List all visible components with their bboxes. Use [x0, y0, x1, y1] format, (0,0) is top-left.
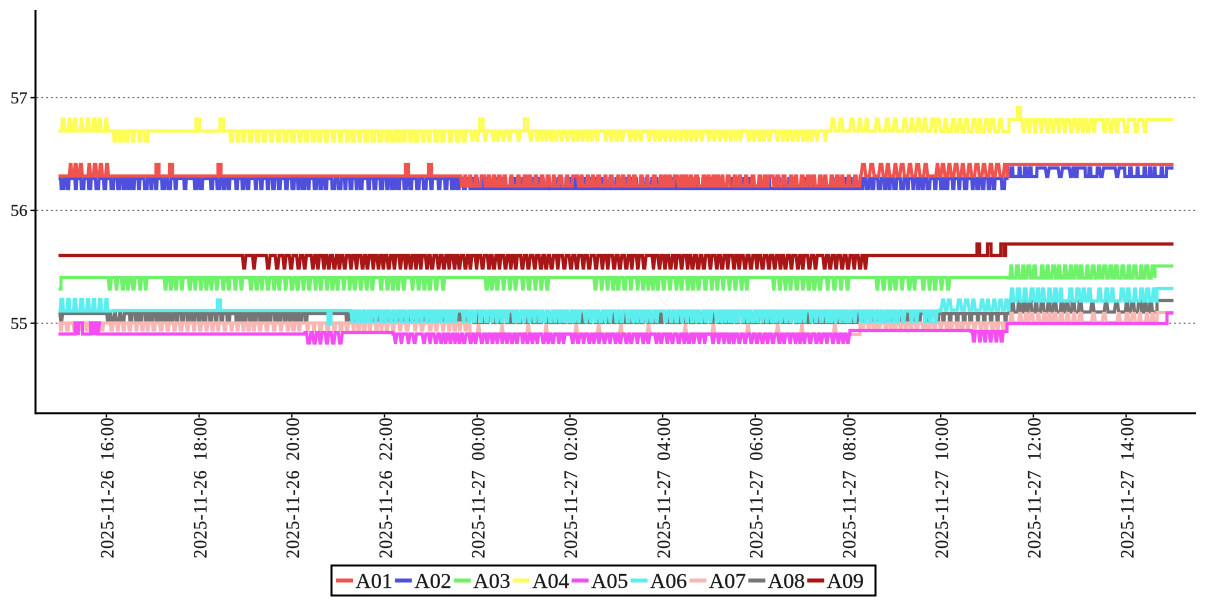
svg-text:2025-11-27 10:00: 2025-11-27 10:00 — [931, 417, 952, 558]
svg-text:A09: A09 — [827, 569, 864, 593]
svg-text:2025-11-27 06:00: 2025-11-27 06:00 — [746, 417, 767, 558]
svg-text:56: 56 — [11, 201, 28, 220]
svg-text:2025-11-27 00:00: 2025-11-27 00:00 — [468, 417, 489, 558]
svg-text:2025-11-26 18:00: 2025-11-26 18:00 — [190, 417, 211, 558]
svg-text:2025-11-26 22:00: 2025-11-26 22:00 — [375, 417, 396, 558]
svg-text:2025-11-27 12:00: 2025-11-27 12:00 — [1024, 417, 1045, 558]
svg-text:A07: A07 — [709, 569, 746, 593]
svg-text:A08: A08 — [768, 569, 805, 593]
svg-text:2025-11-27 14:00: 2025-11-27 14:00 — [1117, 417, 1138, 558]
svg-text:2025-11-27 08:00: 2025-11-27 08:00 — [839, 417, 860, 558]
svg-text:55: 55 — [11, 314, 28, 333]
svg-text:57: 57 — [11, 88, 29, 107]
svg-text:2025-11-27 02:00: 2025-11-27 02:00 — [561, 417, 582, 558]
svg-text:A02: A02 — [414, 569, 451, 593]
svg-text:A05: A05 — [591, 569, 628, 593]
svg-text:A03: A03 — [473, 569, 510, 593]
svg-text:2025-11-26 16:00: 2025-11-26 16:00 — [97, 417, 118, 558]
svg-text:A06: A06 — [650, 569, 687, 593]
svg-text:A01: A01 — [356, 569, 393, 593]
svg-text:A04: A04 — [532, 569, 569, 593]
svg-text:2025-11-26 20:00: 2025-11-26 20:00 — [282, 417, 303, 558]
svg-text:2025-11-27 04:00: 2025-11-27 04:00 — [653, 417, 674, 558]
